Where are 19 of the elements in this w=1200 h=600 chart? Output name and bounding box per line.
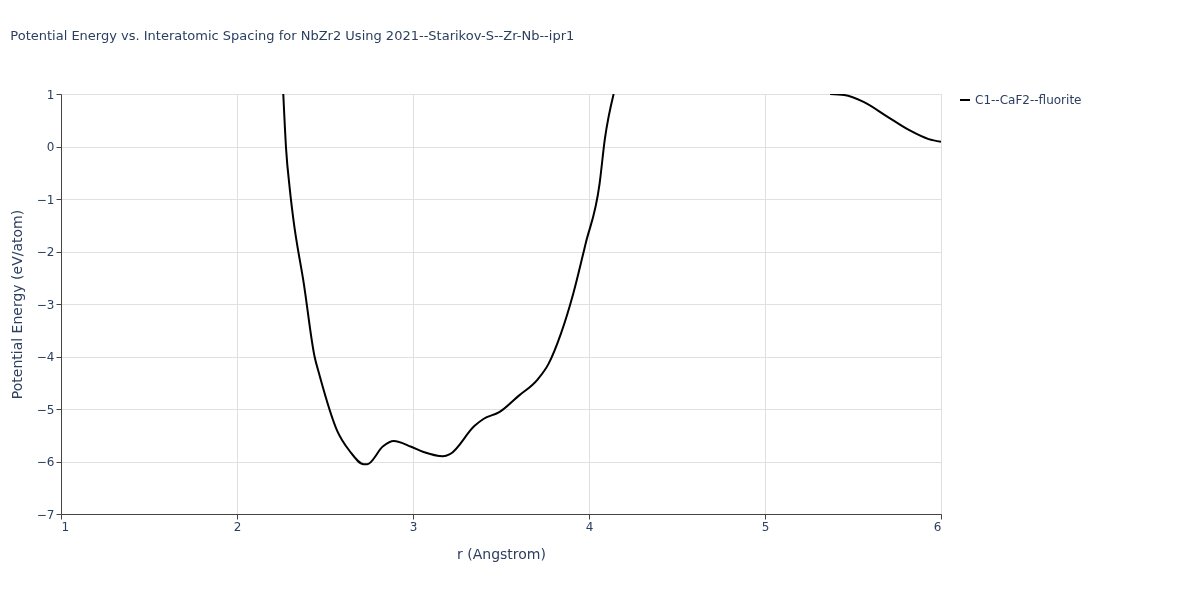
x-tick-label: 2 [233, 519, 242, 534]
x-tick-label: 1 [61, 519, 70, 534]
y-tick-label: −5 [36, 402, 55, 417]
x-tick-label: 4 [585, 519, 594, 534]
y-tick-label: 0 [46, 140, 55, 154]
x-axis-title: r (Angstrom) [457, 545, 546, 562]
x-tick-label: 5 [761, 519, 770, 534]
y-tick-label: −2 [36, 245, 55, 259]
x-tick-label: 3 [409, 519, 418, 534]
chart-title: Potential Energy vs. Interatomic Spacing for NbZr2 Using 2021--Starikov-S--Zr-Nb--ipr1 [10, 28, 575, 43]
y-tick-label: 1 [46, 87, 55, 102]
y-tick-label: −1 [36, 192, 55, 207]
y-tick-label: −4 [36, 350, 55, 364]
legend-label: C1--CaF2--fluorite [975, 93, 1082, 107]
y-tick-label: −7 [36, 507, 55, 522]
x-tick-label: 6 [933, 519, 942, 534]
y-tick-label: −6 [36, 455, 55, 469]
y-tick-label: −3 [36, 297, 55, 312]
y-axis-title: Potential Energy (eV/atom) [8, 209, 25, 400]
